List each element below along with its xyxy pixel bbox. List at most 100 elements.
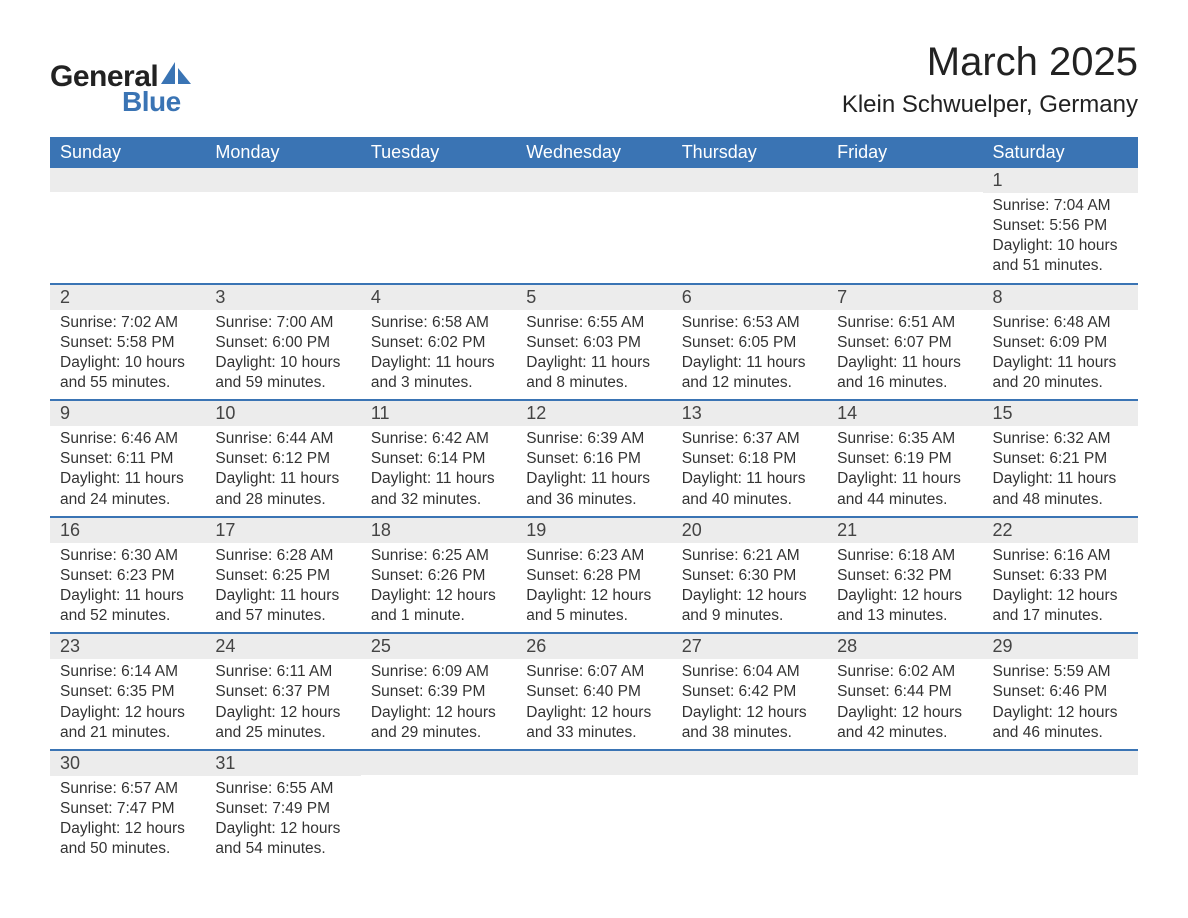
calendar-day-cell <box>827 750 982 866</box>
sunset-line: Sunset: 6:39 PM <box>371 682 506 702</box>
sunset-line: Sunset: 6:23 PM <box>60 566 195 586</box>
daylight-line: Daylight: 11 hours and 36 minutes. <box>526 469 661 509</box>
sunset-line: Sunset: 6:33 PM <box>993 566 1128 586</box>
sunrise-line: Sunrise: 6:55 AM <box>526 313 661 333</box>
header: General Blue March 2025 Klein Schwuelper… <box>50 40 1138 119</box>
calendar-day-cell: 18Sunrise: 6:25 AMSunset: 6:26 PMDayligh… <box>361 517 516 634</box>
month-title: March 2025 <box>842 40 1138 85</box>
calendar-day-cell: 2Sunrise: 7:02 AMSunset: 5:58 PMDaylight… <box>50 284 205 401</box>
calendar-day-cell: 14Sunrise: 6:35 AMSunset: 6:19 PMDayligh… <box>827 400 982 517</box>
day-number <box>983 751 1138 775</box>
sunset-line: Sunset: 6:09 PM <box>993 333 1128 353</box>
day-details <box>672 192 827 270</box>
day-details <box>827 192 982 270</box>
day-number <box>516 168 671 192</box>
day-number: 4 <box>361 285 516 310</box>
weekday-header: Saturday <box>983 137 1138 168</box>
calendar-day-cell <box>516 750 671 866</box>
day-details: Sunrise: 6:35 AMSunset: 6:19 PMDaylight:… <box>827 426 982 516</box>
sunset-line: Sunset: 6:37 PM <box>215 682 350 702</box>
sunset-line: Sunset: 6:46 PM <box>993 682 1128 702</box>
calendar-day-cell: 22Sunrise: 6:16 AMSunset: 6:33 PMDayligh… <box>983 517 1138 634</box>
calendar-day-cell <box>361 168 516 284</box>
calendar-day-cell: 23Sunrise: 6:14 AMSunset: 6:35 PMDayligh… <box>50 633 205 750</box>
sunrise-line: Sunrise: 6:37 AM <box>682 429 817 449</box>
day-details: Sunrise: 6:07 AMSunset: 6:40 PMDaylight:… <box>516 659 671 749</box>
sunrise-line: Sunrise: 6:57 AM <box>60 779 195 799</box>
day-details: Sunrise: 6:16 AMSunset: 6:33 PMDaylight:… <box>983 543 1138 633</box>
day-number: 9 <box>50 401 205 426</box>
calendar-week-row: 2Sunrise: 7:02 AMSunset: 5:58 PMDaylight… <box>50 284 1138 401</box>
day-details: Sunrise: 6:58 AMSunset: 6:02 PMDaylight:… <box>361 310 516 400</box>
day-number: 19 <box>516 518 671 543</box>
calendar-day-cell: 17Sunrise: 6:28 AMSunset: 6:25 PMDayligh… <box>205 517 360 634</box>
day-details: Sunrise: 6:42 AMSunset: 6:14 PMDaylight:… <box>361 426 516 516</box>
weekday-header: Wednesday <box>516 137 671 168</box>
daylight-line: Daylight: 11 hours and 40 minutes. <box>682 469 817 509</box>
calendar-day-cell: 5Sunrise: 6:55 AMSunset: 6:03 PMDaylight… <box>516 284 671 401</box>
daylight-line: Daylight: 11 hours and 48 minutes. <box>993 469 1128 509</box>
sunrise-line: Sunrise: 6:44 AM <box>215 429 350 449</box>
day-number <box>672 751 827 775</box>
sunrise-line: Sunrise: 6:21 AM <box>682 546 817 566</box>
day-number: 28 <box>827 634 982 659</box>
sunset-line: Sunset: 6:35 PM <box>60 682 195 702</box>
calendar-day-cell: 28Sunrise: 6:02 AMSunset: 6:44 PMDayligh… <box>827 633 982 750</box>
sunrise-line: Sunrise: 6:55 AM <box>215 779 350 799</box>
calendar-day-cell: 27Sunrise: 6:04 AMSunset: 6:42 PMDayligh… <box>672 633 827 750</box>
sunrise-line: Sunrise: 6:39 AM <box>526 429 661 449</box>
day-number <box>516 751 671 775</box>
sunrise-line: Sunrise: 5:59 AM <box>993 662 1128 682</box>
calendar-day-cell <box>205 168 360 284</box>
daylight-line: Daylight: 12 hours and 5 minutes. <box>526 586 661 626</box>
daylight-line: Daylight: 12 hours and 50 minutes. <box>60 819 195 859</box>
daylight-line: Daylight: 11 hours and 57 minutes. <box>215 586 350 626</box>
calendar-day-cell: 10Sunrise: 6:44 AMSunset: 6:12 PMDayligh… <box>205 400 360 517</box>
sunset-line: Sunset: 6:26 PM <box>371 566 506 586</box>
sunset-line: Sunset: 6:00 PM <box>215 333 350 353</box>
sunrise-line: Sunrise: 6:51 AM <box>837 313 972 333</box>
daylight-line: Daylight: 11 hours and 20 minutes. <box>993 353 1128 393</box>
sunset-line: Sunset: 6:32 PM <box>837 566 972 586</box>
day-details <box>205 192 360 270</box>
day-number: 6 <box>672 285 827 310</box>
sunrise-line: Sunrise: 6:48 AM <box>993 313 1128 333</box>
day-details: Sunrise: 6:48 AMSunset: 6:09 PMDaylight:… <box>983 310 1138 400</box>
day-details <box>361 775 516 853</box>
sunset-line: Sunset: 7:47 PM <box>60 799 195 819</box>
day-number: 3 <box>205 285 360 310</box>
sunrise-line: Sunrise: 6:46 AM <box>60 429 195 449</box>
sunset-line: Sunset: 6:11 PM <box>60 449 195 469</box>
calendar-day-cell: 25Sunrise: 6:09 AMSunset: 6:39 PMDayligh… <box>361 633 516 750</box>
day-number: 15 <box>983 401 1138 426</box>
sunrise-line: Sunrise: 6:42 AM <box>371 429 506 449</box>
day-number: 7 <box>827 285 982 310</box>
sunset-line: Sunset: 6:12 PM <box>215 449 350 469</box>
day-details: Sunrise: 5:59 AMSunset: 6:46 PMDaylight:… <box>983 659 1138 749</box>
sunrise-line: Sunrise: 6:58 AM <box>371 313 506 333</box>
day-number: 25 <box>361 634 516 659</box>
day-number <box>827 751 982 775</box>
sunset-line: Sunset: 6:21 PM <box>993 449 1128 469</box>
calendar-week-row: 9 Sunrise: 6:46 AMSunset: 6:11 PM Daylight… <box>50 400 1138 517</box>
sunrise-line: Sunrise: 7:00 AM <box>215 313 350 333</box>
calendar-day-cell: 13Sunrise: 6:37 AMSunset: 6:18 PMDayligh… <box>672 400 827 517</box>
calendar-day-cell <box>983 750 1138 866</box>
day-number: 30 <box>50 751 205 776</box>
daylight-line: Daylight: 11 hours and 12 minutes. <box>682 353 817 393</box>
daylight-line: Daylight: 12 hours and 17 minutes. <box>993 586 1128 626</box>
day-details: Sunrise: 6:55 AMSunset: 7:49 PMDaylight:… <box>205 776 360 866</box>
sunset-line: Sunset: 6:18 PM <box>682 449 817 469</box>
daylight-line: Daylight: 12 hours and 21 minutes. <box>60 703 195 743</box>
day-details: Sunrise: 6:02 AMSunset: 6:44 PMDaylight:… <box>827 659 982 749</box>
day-details: Sunrise: 6:55 AMSunset: 6:03 PMDaylight:… <box>516 310 671 400</box>
sunset-line: Sunset: 6:14 PM <box>371 449 506 469</box>
calendar-day-cell: 20Sunrise: 6:21 AMSunset: 6:30 PMDayligh… <box>672 517 827 634</box>
calendar-day-cell <box>361 750 516 866</box>
calendar-day-cell: 26Sunrise: 6:07 AMSunset: 6:40 PMDayligh… <box>516 633 671 750</box>
sunset-line: Sunset: 5:58 PM <box>60 333 195 353</box>
day-number: 17 <box>205 518 360 543</box>
sunrise-line: Sunrise: 7:02 AM <box>60 313 195 333</box>
day-details <box>516 192 671 270</box>
calendar-day-cell: 15Sunrise: 6:32 AMSunset: 6:21 PMDayligh… <box>983 400 1138 517</box>
